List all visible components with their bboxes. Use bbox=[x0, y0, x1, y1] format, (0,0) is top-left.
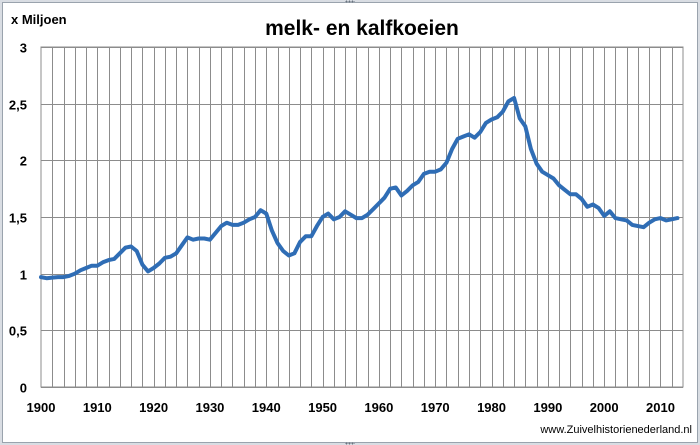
credit-link[interactable]: www.Zuivelhistorienederland.nl bbox=[539, 424, 692, 436]
grid-lines bbox=[40, 46, 684, 388]
unit-label: x Miljoen bbox=[11, 12, 67, 27]
y-axis-ticks: 0 0,5 1 1,5 2 2,5 3 bbox=[9, 41, 27, 396]
x-tick-label: 1920 bbox=[139, 400, 168, 415]
x-tick-label: 1960 bbox=[364, 400, 393, 415]
y-tick-label: 2 bbox=[20, 154, 27, 169]
x-tick-label: 1950 bbox=[308, 400, 337, 415]
y-tick-label: 1,5 bbox=[9, 211, 27, 226]
x-tick-label: 1990 bbox=[533, 400, 562, 415]
x-tick-label: 1930 bbox=[195, 400, 224, 415]
y-tick-label: 2,5 bbox=[9, 98, 27, 113]
y-tick-label: 0 bbox=[20, 381, 27, 396]
y-tick-label: 0,5 bbox=[9, 324, 27, 339]
x-tick-label: 2000 bbox=[590, 400, 619, 415]
y-tick-label: 1 bbox=[20, 268, 27, 283]
x-tick-label: 1900 bbox=[27, 400, 56, 415]
resize-handle-bottom[interactable] bbox=[345, 442, 355, 445]
x-tick-label: 1970 bbox=[421, 400, 450, 415]
resize-handle-top[interactable] bbox=[345, 0, 355, 3]
chart-title: melk- en kalfkoeien bbox=[265, 17, 459, 40]
x-tick-label: 2010 bbox=[646, 400, 675, 415]
series-line bbox=[39, 96, 680, 281]
y-tick-label: 3 bbox=[20, 41, 27, 56]
x-tick-label: 1980 bbox=[477, 400, 506, 415]
x-tick-label: 1910 bbox=[83, 400, 112, 415]
x-axis-ticks: 1900 1910 1920 1930 1940 1950 1960 1970 1980 1990… bbox=[27, 400, 675, 415]
x-tick-label: 1940 bbox=[252, 400, 281, 415]
